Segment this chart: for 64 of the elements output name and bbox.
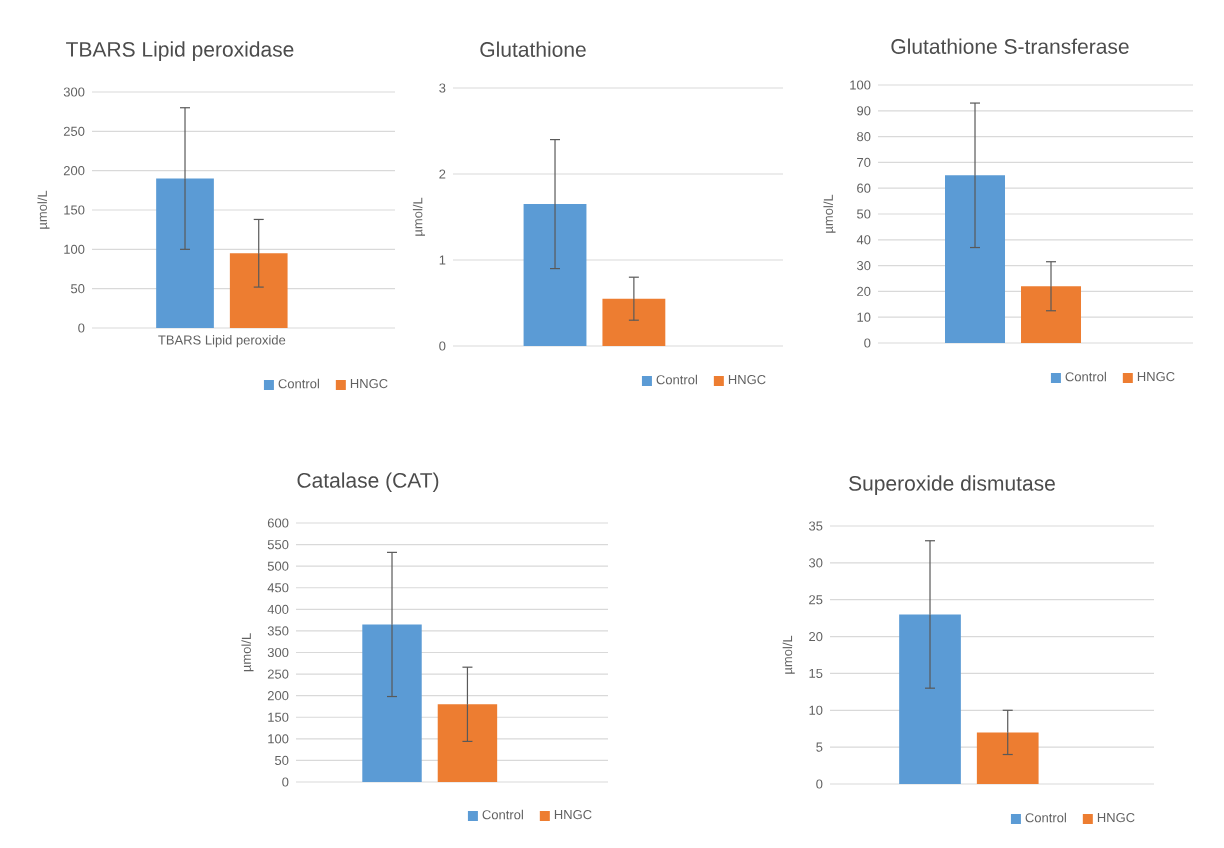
legend-label: Control <box>278 378 319 389</box>
chart-title: TBARS Lipid peroxidase <box>66 41 294 61</box>
y-tick-label: 2 <box>439 169 446 179</box>
legend-label: Control <box>1025 812 1066 823</box>
y-tick-label: 30 <box>856 261 871 271</box>
y-tick-label: 200 <box>63 166 85 176</box>
y-tick-label: 5 <box>816 742 823 752</box>
y-tick-label: 20 <box>857 286 871 296</box>
chart-title: Catalase (CAT) <box>297 472 439 492</box>
y-axis-title: µmol/L <box>823 194 836 233</box>
y-axis-title: µmol/L <box>37 190 50 229</box>
y-tick-label: 250 <box>267 669 289 679</box>
y-axis-title: µmol/L <box>241 633 254 672</box>
y-tick-label: 50 <box>857 209 871 219</box>
y-tick-label: 50 <box>275 755 289 766</box>
y-tick-label: 0 <box>282 777 289 787</box>
chart-title: Glutathione S-transferase <box>891 38 1129 54</box>
y-tick-label: 100 <box>850 80 871 90</box>
y-tick-label: 500 <box>267 561 289 571</box>
chart-title: Superoxide dismutase <box>849 475 1055 495</box>
y-tick-label: 300 <box>267 647 289 658</box>
y-tick-label: 100 <box>64 244 85 254</box>
y-tick-label: 250 <box>63 126 85 136</box>
y-tick-label: 10 <box>857 312 871 322</box>
legend-label: HNGC <box>1097 812 1135 823</box>
y-tick-label: 25 <box>809 595 823 605</box>
legend-label: Control <box>482 809 523 820</box>
chart-title: Glutathione <box>480 41 586 57</box>
y-tick-label: 60 <box>857 183 871 193</box>
y-tick-label: 150 <box>268 712 289 722</box>
legend-label: HNGC <box>554 809 592 820</box>
y-tick-label: 70 <box>857 157 871 167</box>
y-tick-label: 20 <box>809 631 823 642</box>
y-tick-label: 0 <box>864 338 871 348</box>
y-tick-label: 0 <box>816 779 823 789</box>
y-tick-label: 40 <box>856 235 871 245</box>
y-tick-label: 0 <box>78 323 85 333</box>
x-tick-label: TBARS Lipid peroxide <box>158 335 286 348</box>
y-axis-title: µmol/L <box>412 197 425 236</box>
y-tick-label: 50 <box>71 284 85 294</box>
y-tick-label: 80 <box>857 132 871 142</box>
y-tick-label: 300 <box>63 87 85 97</box>
y-tick-label: 35 <box>808 521 823 531</box>
y-tick-label: 450 <box>267 583 289 593</box>
y-tick-label: 10 <box>809 705 823 715</box>
y-tick-label: 15 <box>809 668 823 678</box>
y-tick-label: 550 <box>267 540 289 550</box>
legend-label: HNGC <box>350 378 388 389</box>
y-tick-label: 150 <box>64 205 85 215</box>
legend-label: HNGC <box>1137 371 1175 382</box>
y-tick-label: 0 <box>439 341 446 351</box>
legend-label: Control <box>1065 371 1106 382</box>
legend-label: HNGC <box>728 374 766 385</box>
y-tick-label: 90 <box>857 106 871 116</box>
y-tick-label: 200 <box>267 691 289 701</box>
y-tick-label: 100 <box>268 734 289 744</box>
y-tick-label: 400 <box>267 604 289 614</box>
y-tick-label: 3 <box>439 83 446 93</box>
y-tick-label: 1 <box>439 255 446 265</box>
legend-label: Control <box>656 374 697 385</box>
y-tick-label: 30 <box>808 558 823 568</box>
y-axis-title: µmol/L <box>782 635 795 674</box>
y-tick-label: 350 <box>267 626 289 636</box>
y-tick-label: 600 <box>267 518 289 528</box>
